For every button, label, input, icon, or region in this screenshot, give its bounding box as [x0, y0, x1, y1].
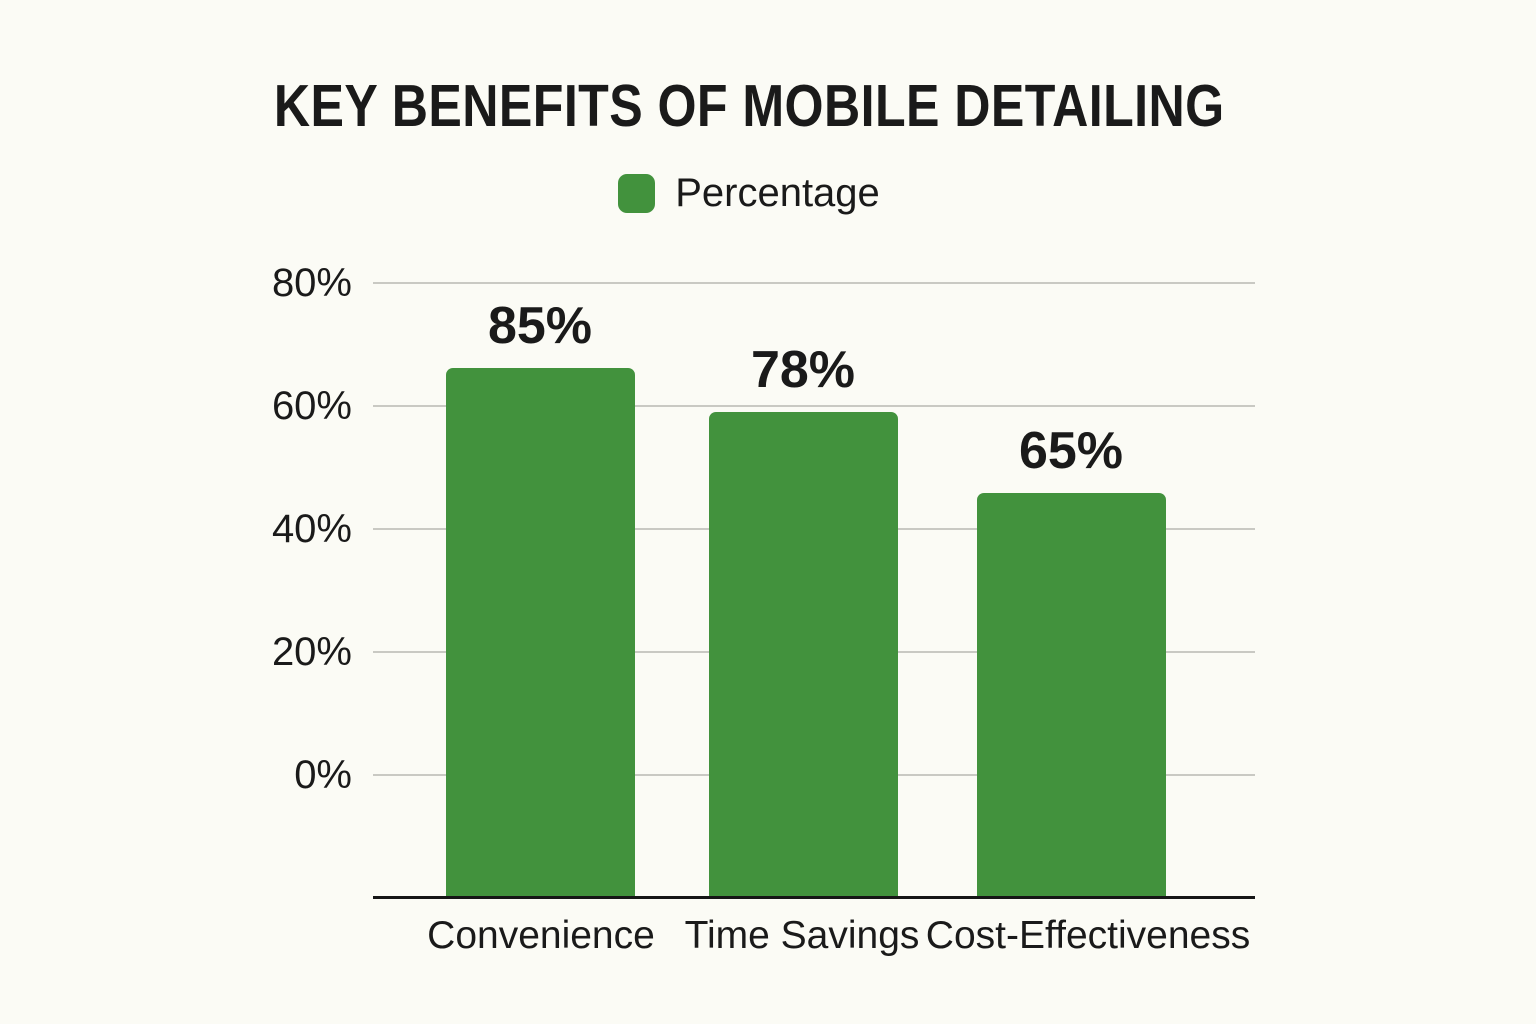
legend-item-percentage[interactable]: Percentage [618, 171, 880, 215]
x-axis-line [373, 896, 1255, 899]
bar-value-label: 85% [487, 297, 593, 356]
chart-header: KEY BENEFITS OF MOBILE DETAILING [0, 74, 1498, 138]
gridline [373, 282, 1255, 285]
bar[interactable] [708, 412, 898, 897]
chart-title: KEY BENEFITS OF MOBILE DETAILING [273, 73, 1225, 139]
y-tick-label: 0% [294, 753, 352, 798]
bar-value-label: 65% [1018, 422, 1124, 481]
x-category-label: Cost-Effectiveness [925, 914, 1251, 957]
bar[interactable] [976, 493, 1166, 897]
bar-value-label: 78% [750, 341, 856, 400]
y-tick-label: 20% [271, 630, 352, 675]
x-category-label: Time Savings [684, 914, 920, 957]
gridline [373, 405, 1255, 408]
x-category-label: Convenience [427, 914, 655, 957]
bar[interactable] [445, 368, 635, 897]
legend: Percentage [0, 171, 1498, 215]
legend-swatch-icon [618, 173, 656, 213]
y-tick-label: 40% [271, 507, 352, 552]
y-tick-label: 80% [271, 261, 352, 306]
legend-label: Percentage [675, 171, 880, 215]
y-tick-label: 60% [271, 384, 352, 429]
